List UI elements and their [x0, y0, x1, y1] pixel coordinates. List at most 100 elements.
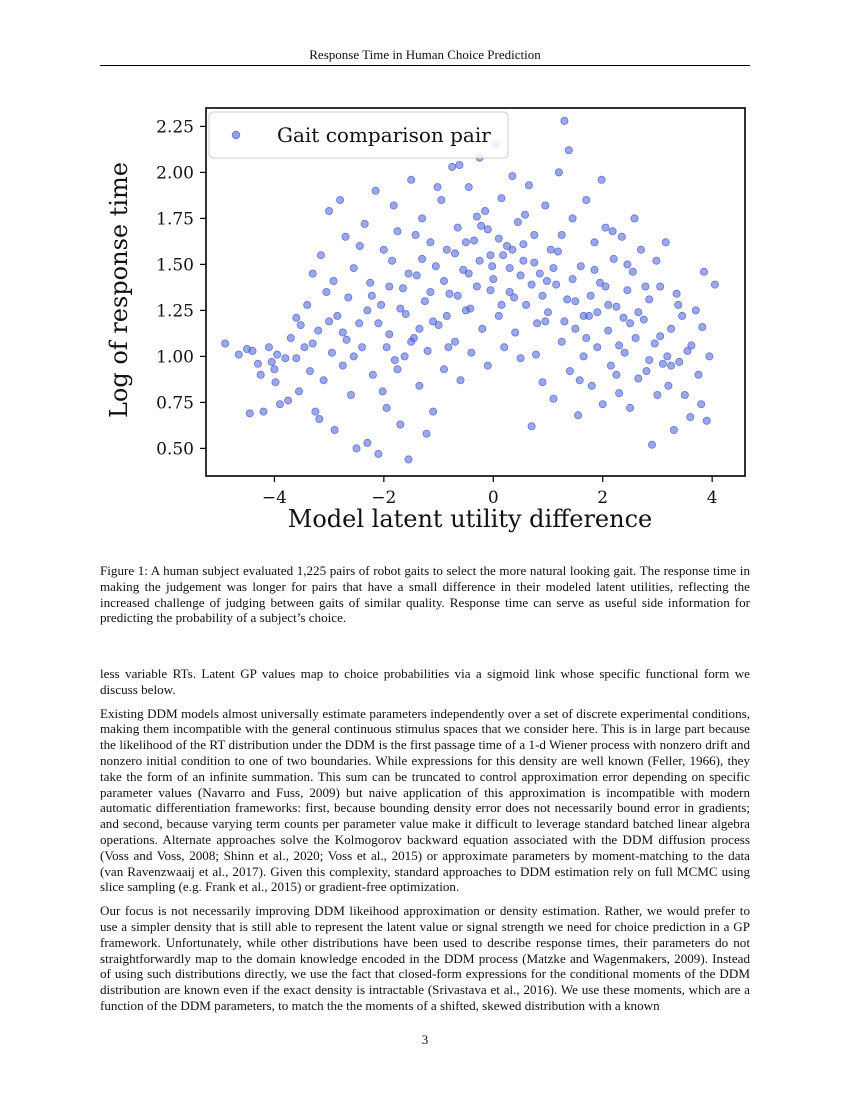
- data-point: [311, 407, 320, 416]
- data-point: [271, 378, 280, 387]
- data-point: [538, 291, 547, 300]
- data-point: [687, 341, 696, 350]
- data-point: [557, 337, 566, 346]
- data-point: [411, 230, 420, 239]
- data-point: [494, 234, 503, 243]
- data-point: [466, 304, 475, 313]
- data-point: [319, 376, 328, 385]
- data-point: [329, 276, 338, 285]
- data-point: [604, 300, 613, 309]
- data-point: [248, 346, 257, 355]
- x-tick-label: −4: [262, 488, 287, 508]
- y-axis-ticks: 0.50 0.75 1.00 1.25 1.50 1.75 2.00 2.25: [156, 117, 206, 459]
- data-point: [393, 365, 402, 374]
- data-point: [664, 381, 673, 390]
- page-number: 3: [421, 1032, 429, 1047]
- data-point: [296, 321, 305, 330]
- data-point: [568, 214, 577, 223]
- data-point: [308, 269, 317, 278]
- data-point: [467, 348, 476, 357]
- data-point: [500, 343, 509, 352]
- y-tick-label: 1.50: [156, 255, 194, 275]
- data-point: [522, 300, 531, 309]
- data-point: [648, 440, 657, 449]
- data-point: [663, 352, 672, 361]
- y-tick-label: 2.25: [156, 117, 194, 137]
- data-point: [615, 341, 624, 350]
- legend-box: [208, 111, 509, 159]
- data-point: [396, 304, 405, 313]
- data-point: [344, 293, 353, 302]
- y-tick-label: 1.00: [156, 347, 194, 367]
- data-point: [590, 238, 599, 247]
- data-point: [325, 317, 334, 326]
- data-point: [316, 251, 325, 260]
- data-point: [477, 221, 486, 230]
- data-point: [294, 387, 303, 396]
- data-point: [497, 194, 506, 203]
- data-point: [612, 302, 621, 311]
- data-point: [439, 365, 448, 374]
- data-point: [631, 333, 640, 342]
- data-point: [456, 376, 465, 385]
- data-point: [314, 326, 323, 335]
- data-point: [442, 311, 451, 320]
- data-point: [281, 354, 290, 363]
- data-point: [429, 407, 438, 416]
- data-point: [686, 413, 695, 422]
- data-point: [234, 350, 243, 359]
- data-point: [524, 181, 533, 190]
- data-point: [407, 175, 416, 184]
- data-point: [390, 356, 399, 365]
- data-point: [674, 300, 683, 309]
- data-point: [667, 324, 676, 333]
- data-point: [576, 262, 585, 271]
- data-point: [315, 414, 324, 423]
- data-point: [367, 291, 376, 300]
- data-point: [273, 350, 282, 359]
- data-point: [516, 271, 525, 280]
- data-point: [472, 212, 481, 221]
- data-point: [626, 403, 635, 412]
- data-point: [420, 297, 429, 306]
- data-point: [455, 161, 464, 170]
- data-point: [499, 251, 508, 260]
- points-layer: [221, 116, 719, 464]
- x-tick-label: 0: [488, 488, 499, 508]
- paragraph-3: Our focus is not necessarily improving D…: [100, 903, 750, 1013]
- data-point: [464, 183, 473, 192]
- data-point: [333, 311, 342, 320]
- legend-label: Gait comparison pair: [277, 123, 491, 147]
- data-point: [535, 269, 544, 278]
- data-point: [530, 258, 539, 267]
- data-point: [461, 238, 470, 247]
- data-point: [543, 308, 552, 317]
- data-point: [267, 357, 276, 366]
- data-point: [700, 267, 709, 276]
- data-point: [264, 343, 273, 352]
- data-point: [637, 245, 646, 254]
- data-point: [292, 354, 301, 363]
- data-point: [481, 207, 490, 216]
- data-point: [450, 249, 459, 258]
- data-point: [270, 365, 279, 374]
- data-point: [560, 317, 569, 326]
- data-point: [305, 367, 314, 376]
- paragraph-2: Existing DDM models almost universally e…: [100, 705, 750, 895]
- data-point: [453, 291, 462, 300]
- data-point: [389, 201, 398, 210]
- data-point: [608, 227, 617, 236]
- data-point: [346, 390, 355, 399]
- data-point: [426, 287, 435, 296]
- data-point: [519, 240, 528, 249]
- data-point: [303, 300, 312, 309]
- data-point: [587, 381, 596, 390]
- data-point: [475, 256, 484, 265]
- data-point: [702, 416, 711, 425]
- data-point: [598, 400, 607, 409]
- data-point: [680, 390, 689, 399]
- data-point: [645, 356, 654, 365]
- data-point: [615, 389, 624, 398]
- data-point: [661, 238, 670, 247]
- data-point: [355, 319, 364, 328]
